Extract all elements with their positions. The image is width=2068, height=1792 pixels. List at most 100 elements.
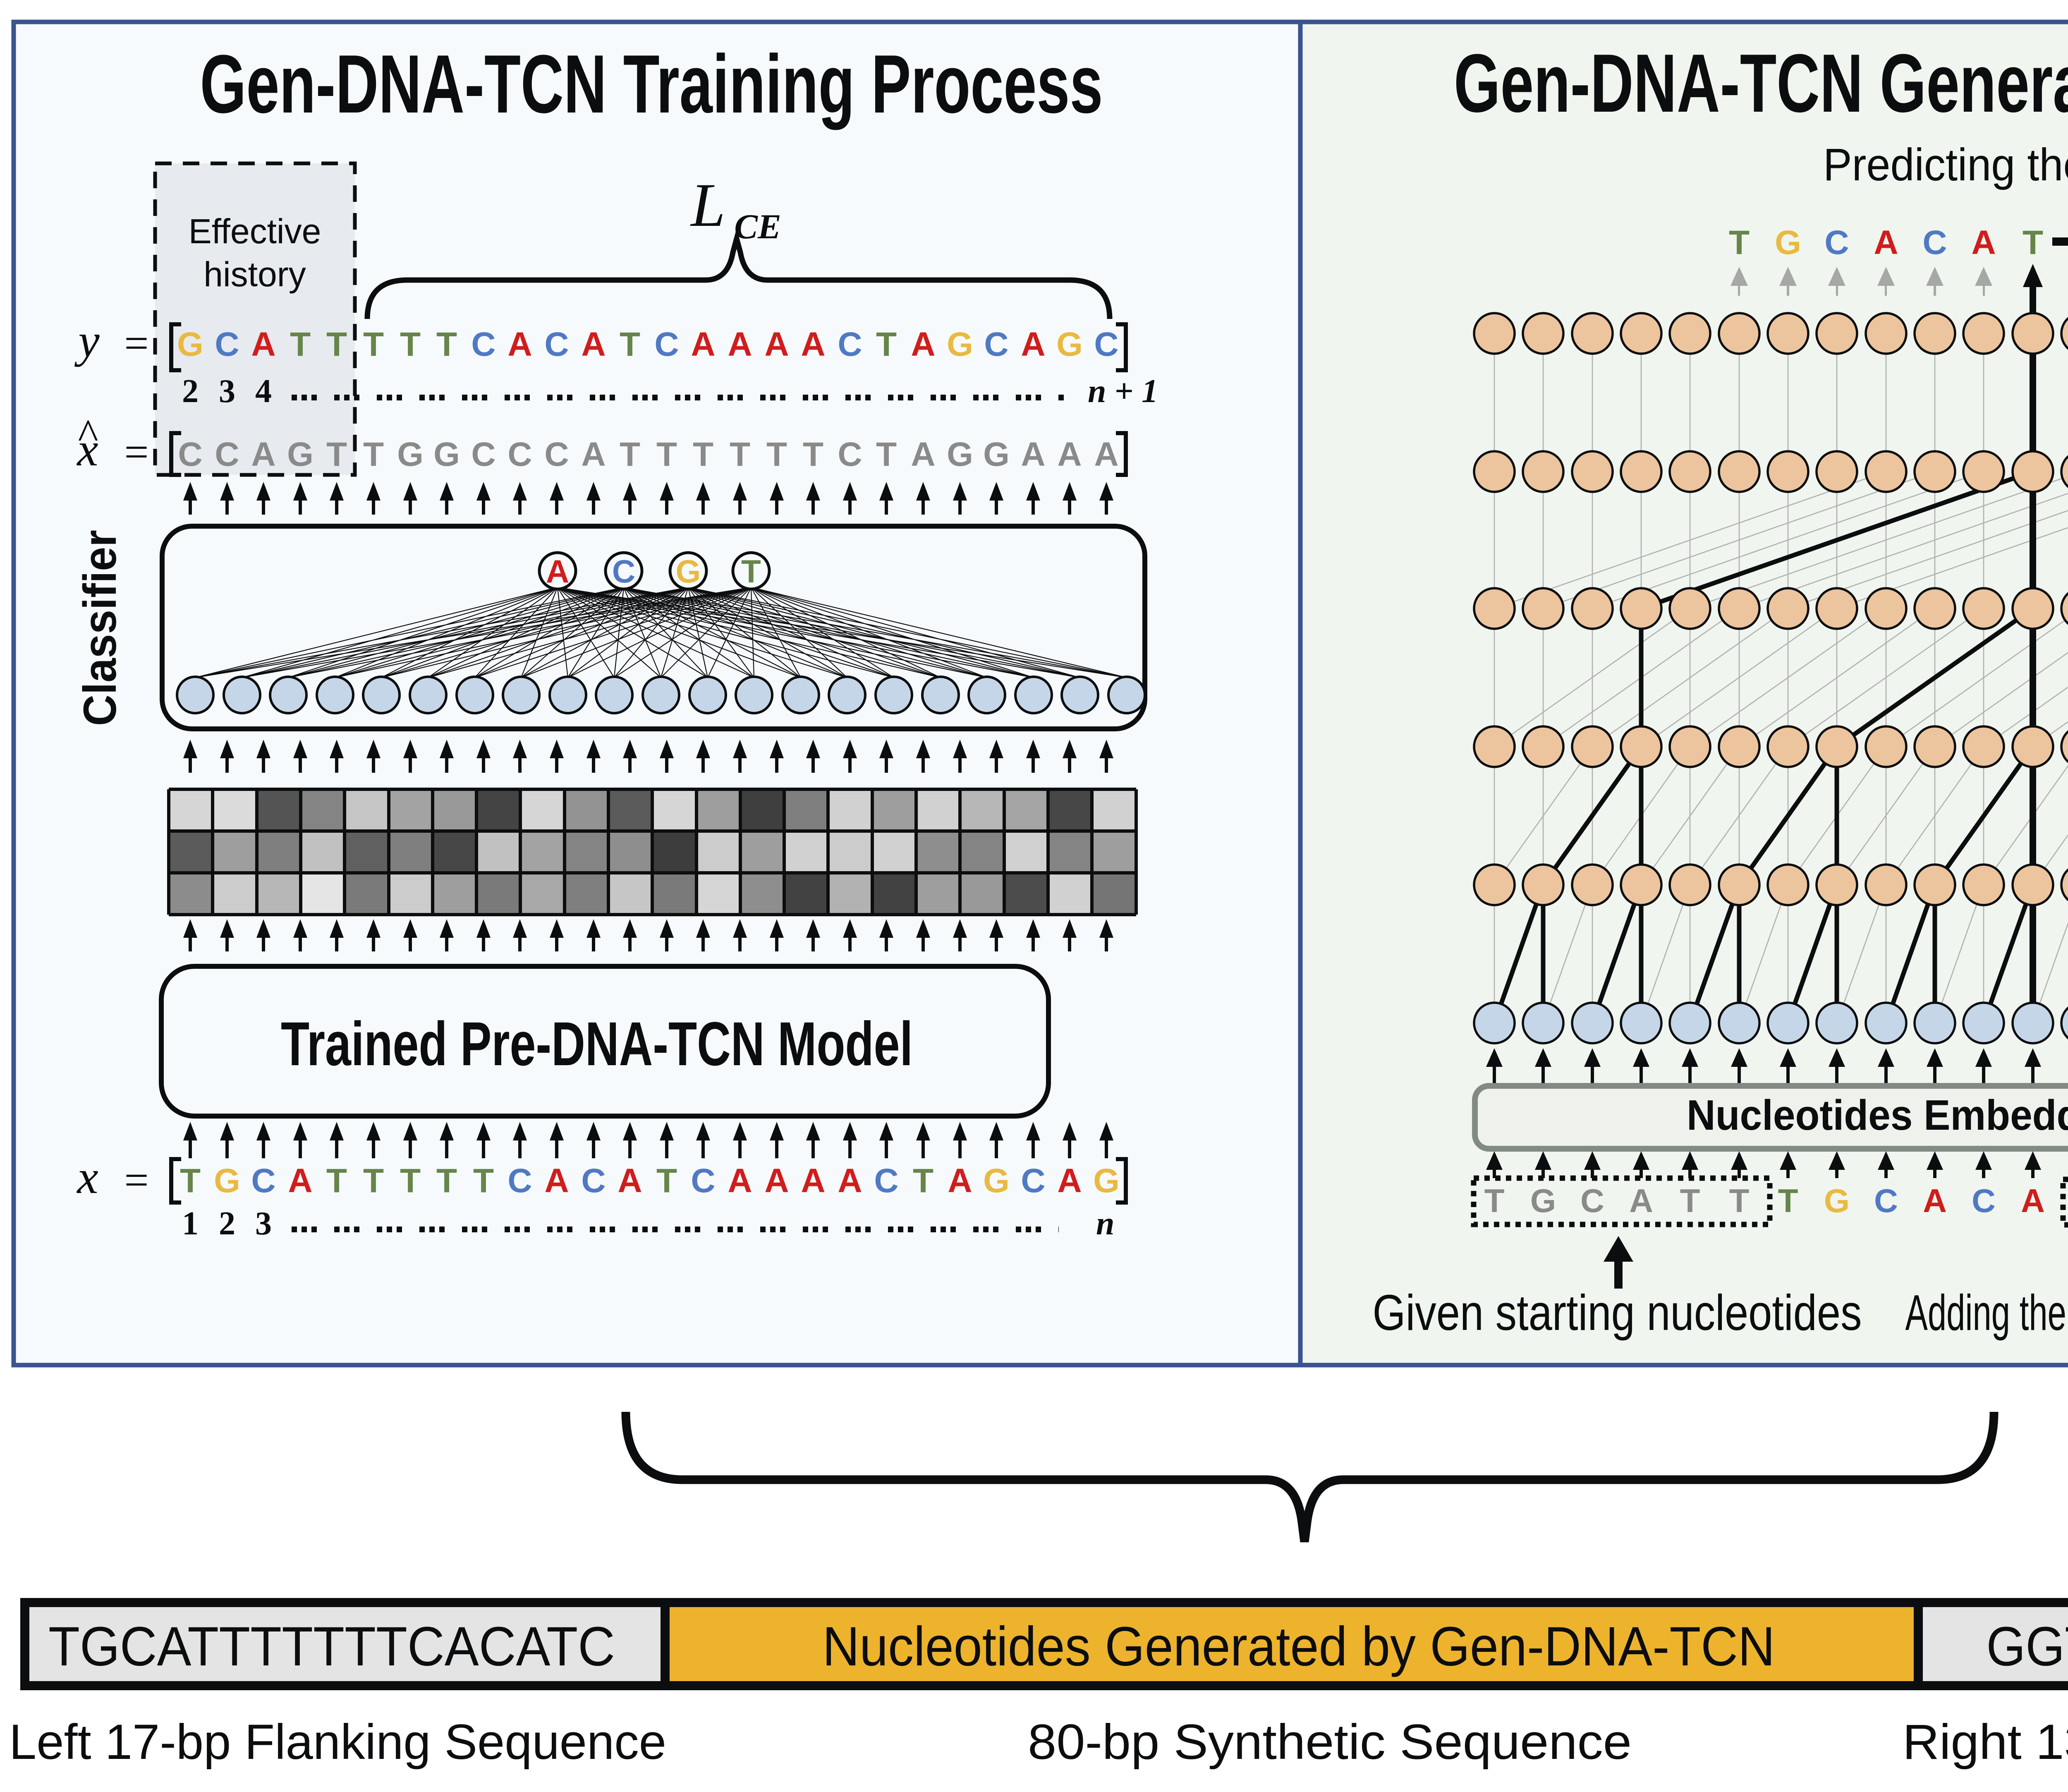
svg-text:T: T [290,326,311,363]
svg-text:T: T [400,326,421,363]
svg-text:Gen-DNA-TCN Generation Process: Gen-DNA-TCN Generation Process [1454,37,2068,129]
svg-text:x: x [76,423,98,476]
svg-text:C: C [471,436,495,473]
svg-text:A: A [1057,436,1082,473]
svg-text:1: 1 [182,1205,199,1242]
svg-text:C: C [1824,224,1849,261]
svg-text:T: T [436,1162,457,1200]
svg-text:A: A [581,326,606,363]
svg-text:C: C [1874,1182,1898,1219]
svg-text:C: C [874,1162,898,1200]
svg-text:Effective: Effective [189,212,321,251]
svg-text:n + 1: n + 1 [1088,373,1158,410]
svg-text:T: T [876,326,897,363]
svg-text:Gen-DNA-TCN Training Process: Gen-DNA-TCN Training Process [200,38,1103,130]
svg-text:C: C [507,436,532,473]
svg-text:Predicting the next nucleotide: Predicting the next nucleotide [1823,139,2068,190]
svg-text:C: C [544,436,569,473]
svg-text:T: T [326,326,347,363]
svg-text:C: C [691,1162,715,1200]
svg-text:A: A [1021,436,1045,473]
svg-text:T: T [2023,224,2043,261]
svg-text:Classifier: Classifier [74,530,126,726]
svg-text:T: T [656,1162,677,1200]
svg-text:CE: CE [734,207,781,246]
svg-text:A: A [618,1162,642,1200]
svg-text:G: G [1056,326,1083,363]
svg-text:A: A [691,326,715,363]
svg-text:Trained Pre-DNA-TCN Model: Trained Pre-DNA-TCN Model [281,1009,913,1078]
svg-text:A: A [838,1162,862,1200]
svg-text:G: G [983,436,1010,473]
svg-text:T: T [1729,224,1750,261]
svg-text:A: A [251,326,275,363]
svg-text:2: 2 [219,1205,235,1242]
svg-text:n: n [1096,1205,1115,1242]
svg-text:Left 17-bp Flanking Sequence: Left 17-bp Flanking Sequence [9,1714,666,1770]
svg-text:A: A [728,1162,752,1200]
svg-text:G: G [1093,1162,1120,1200]
svg-text:G: G [397,436,424,473]
svg-text:A: A [764,326,789,363]
svg-text:G: G [676,553,701,589]
svg-text:G: G [947,326,973,363]
svg-text:4: 4 [255,373,272,410]
svg-text:C: C [612,553,635,589]
svg-text:Nucleotides Generated by Gen-D: Nucleotides Generated by Gen-DNA-TCN [823,1616,1775,1677]
svg-text:Right 13-bp Flanking Sequence: Right 13-bp Flanking Sequence [1903,1714,2068,1770]
svg-text:A: A [1923,1182,1947,1219]
svg-text:T: T [730,436,750,473]
svg-text:C: C [1922,224,1947,261]
svg-text:T: T [363,326,384,363]
svg-text:T: T [620,326,640,363]
svg-text:A: A [581,436,606,473]
svg-text:T: T [363,1162,384,1200]
svg-text:T: T [913,1162,933,1200]
svg-text:G: G [1775,224,1801,261]
svg-text:A: A [911,436,935,473]
svg-text:C: C [581,1162,606,1200]
svg-text:^: ^ [78,410,98,458]
svg-text:A: A [764,1162,789,1200]
svg-text:A: A [948,1162,972,1200]
svg-text:A: A [1094,436,1118,473]
svg-text:C: C [654,326,679,363]
svg-text:T: T [326,436,347,473]
svg-text:y: y [74,314,100,367]
svg-text:history: history [203,255,306,294]
svg-text:G: G [1824,1182,1850,1219]
svg-text:T: T [180,1162,201,1200]
svg-text:Adding the predicted nucleotid: Adding the predicted nucleotide [1905,1284,2068,1341]
svg-text:T: T [1778,1182,1798,1219]
svg-text:C: C [215,436,239,473]
svg-text:T: T [620,436,640,473]
svg-text:GGTTACGGCTGTT: GGTTACGGCTGTT [1987,1616,2068,1677]
svg-text:T: T [1680,1182,1700,1219]
svg-text:A: A [1629,1182,1653,1219]
svg-text:A: A [2021,1182,2045,1219]
svg-text:x: x [76,1151,98,1203]
svg-text:T: T [400,1162,421,1200]
svg-text:T: T [1484,1182,1505,1219]
svg-text:A: A [546,553,569,589]
svg-text:=: = [124,1156,148,1204]
svg-text:3: 3 [255,1205,272,1242]
svg-text:C: C [1580,1182,1604,1219]
svg-text:G: G [947,436,973,473]
svg-text:C: C [251,1162,275,1200]
svg-text:T: T [876,436,897,473]
svg-text:A: A [544,1162,569,1200]
svg-text:L: L [690,171,725,240]
svg-text:A: A [251,436,275,473]
svg-text:T: T [741,553,761,589]
svg-text:80-bp Synthetic Sequence: 80-bp Synthetic Sequence [1028,1714,1632,1770]
svg-text:A: A [801,326,825,363]
svg-text:Nucleotides Embedding: Nucleotides Embedding [1687,1091,2068,1139]
svg-text:T: T [656,436,677,473]
svg-text:C: C [178,436,202,473]
svg-text:A: A [1874,224,1898,261]
svg-text:C: C [1021,1162,1045,1200]
svg-text:T: T [473,1162,494,1200]
svg-text:Given starting nucleotides: Given starting nucleotides [1373,1284,1862,1341]
svg-text:A: A [1057,1162,1082,1200]
